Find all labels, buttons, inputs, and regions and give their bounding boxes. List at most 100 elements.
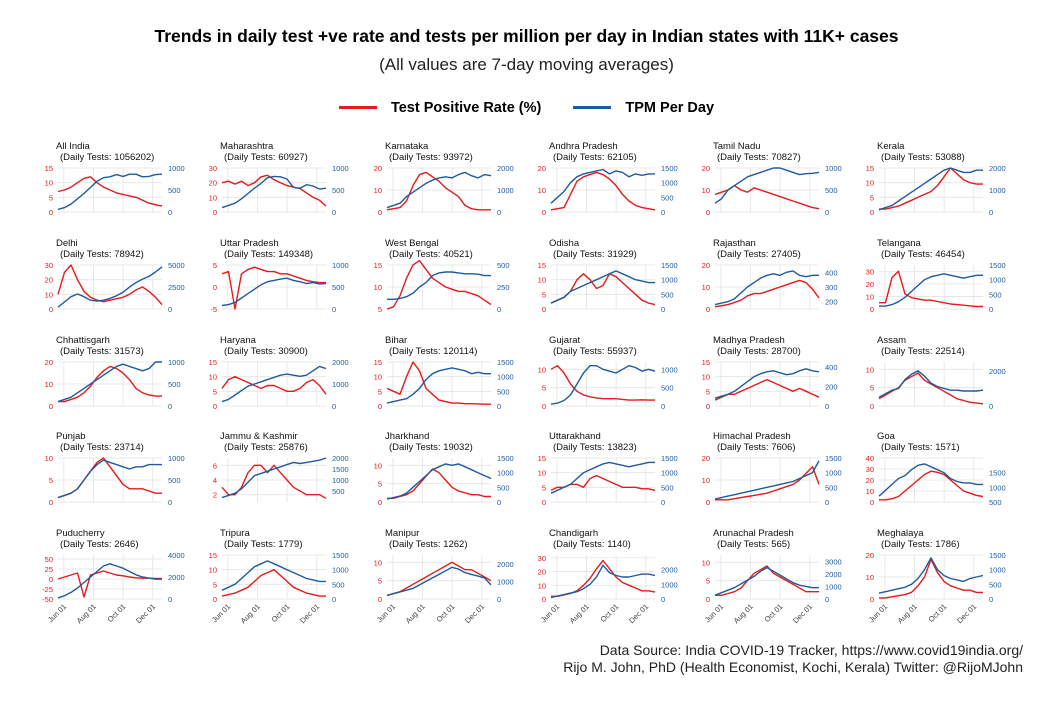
y-tick-label-left: 20	[702, 454, 710, 463]
y-tick-label-left: 10	[374, 558, 382, 567]
tpm-line	[386, 367, 491, 404]
y-tick-label-right: 0	[168, 305, 172, 314]
panel-tests-label: (Daily Tests: 70827)	[717, 152, 801, 163]
y-tick-label-right: 1500	[497, 358, 514, 367]
y-tick-label-left: 5	[213, 580, 217, 589]
y-tick-label-right: 3000	[825, 557, 842, 566]
y-tick-label-right: 1000	[989, 186, 1006, 195]
y-tick-label-left: 5	[870, 193, 874, 202]
y-tick-label-left: 40	[866, 454, 874, 463]
tpr-line	[715, 565, 819, 596]
y-tick-label-right: 500	[661, 290, 674, 299]
y-tick-label-right: 0	[168, 595, 172, 604]
panel-tests-label: (Daily Tests: 120114)	[389, 346, 477, 357]
y-tick-label-right: 1000	[661, 469, 678, 478]
y-tick-label-left: 0	[706, 208, 710, 217]
x-tick-label: Jun 01	[375, 602, 397, 624]
y-tick-label-right: 0	[661, 402, 665, 411]
y-tick-label-right: 500	[825, 483, 838, 492]
y-tick-label-left: 0	[706, 305, 710, 314]
panel-tests-label: (Daily Tests: 31573)	[60, 346, 144, 357]
panel-title: Punjab	[56, 431, 86, 442]
y-tick-label-right: 0	[825, 402, 829, 411]
y-tick-label-left: 20	[866, 476, 874, 485]
panel-tests-label: (Daily Tests: 31929)	[553, 249, 637, 260]
tpm-line	[878, 557, 984, 594]
panel-title: Chandigarh	[549, 528, 598, 539]
panel-title: Himachal Pradesh	[713, 431, 791, 442]
y-tick-label-left: 10	[209, 373, 217, 382]
y-tick-label-left: 10	[866, 179, 874, 188]
panel-tests-label: (Daily Tests: 46454)	[881, 249, 965, 260]
panel-himachal-pradesh: Himachal Pradesh(Daily Tests: 7606) 0 10 20…	[702, 431, 842, 507]
panel-telangana: Telangana(Daily Tests: 46454) 0 10 20 30 0 500…	[866, 238, 1006, 314]
y-tick-label-right: 0	[661, 305, 665, 314]
panel-tests-label: (Daily Tests: 60927)	[224, 152, 308, 163]
y-tick-label-left: 15	[45, 164, 53, 173]
y-tick-label-right: 200	[825, 382, 838, 391]
panel-goa: Goa(Daily Tests: 1571) 0 10 20 30 40 500 1000 15…	[866, 431, 1006, 507]
tpm-line	[714, 368, 820, 399]
y-tick-label-left: 0	[213, 402, 217, 411]
y-tick-label-left: 15	[866, 164, 874, 173]
y-tick-label-left: 10	[866, 487, 874, 496]
panel-meghalaya: Meghalaya(Daily Tests: 1786) 0 10 20 0 500 100…	[866, 528, 1006, 625]
y-tick-label-left: 5	[378, 305, 382, 314]
panel-chandigarh: Chandigarh(Daily Tests: 1140) 0 10 20 30 0 100…	[538, 528, 678, 625]
panel-title: Uttar Pradesh	[220, 238, 279, 249]
y-tick-label-left: 4	[213, 476, 217, 485]
panel-tests-label: (Daily Tests: 565)	[717, 539, 790, 550]
y-tick-label-right: 500	[332, 487, 345, 496]
y-tick-label-right: 0	[497, 498, 501, 507]
y-tick-label-right: 1000	[661, 276, 678, 285]
tpm-line	[57, 563, 162, 599]
tpr-line	[221, 464, 327, 499]
panel-title: Telangana	[877, 238, 922, 249]
tpr-line	[714, 378, 820, 401]
y-tick-label-left: 0	[706, 402, 710, 411]
tpr-line	[386, 171, 491, 211]
x-tick-label: Oct 01	[763, 602, 785, 624]
tpm-line	[550, 168, 655, 204]
y-tick-label-left: 20	[45, 276, 53, 285]
panel-tests-label: (Daily Tests: 93972)	[389, 152, 473, 163]
y-tick-label-right: 400	[825, 268, 838, 277]
x-tick-label: Aug 01	[239, 602, 262, 625]
tpm-line	[714, 270, 819, 306]
panel-tests-label: (Daily Tests: 55937)	[553, 346, 637, 357]
tpm-line	[550, 270, 655, 304]
tpm-line	[57, 173, 163, 211]
panel-jharkhand: Jharkhand(Daily Tests: 19032) 0 5 10 0 500 100…	[374, 431, 514, 507]
panel-tests-label: (Daily Tests: 53088)	[881, 152, 965, 163]
y-tick-label-left: 0	[49, 498, 53, 507]
y-tick-label-right: 2500	[168, 283, 185, 292]
panel-title: Puducherry	[56, 528, 105, 539]
panel-tests-label: (Daily Tests: 1571)	[881, 442, 960, 453]
panel-title: Uttarakhand	[549, 431, 601, 442]
y-tick-label-right: 500	[497, 387, 510, 396]
y-tick-label-right: 1000	[332, 380, 349, 389]
y-tick-label-left: 10	[538, 581, 546, 590]
y-tick-label-right: 1000	[332, 566, 349, 575]
x-tick-label: Dec 01	[298, 602, 321, 625]
y-tick-label-left: -25	[42, 585, 53, 594]
tpm-line	[57, 266, 163, 308]
panel-odisha: Odisha(Daily Tests: 31929) 0 5 10 15 0 500 1000…	[538, 238, 678, 314]
x-tick-label: Dec 01	[134, 602, 157, 625]
y-tick-label-left: 5	[542, 384, 546, 393]
y-tick-label-left: 20	[702, 164, 710, 173]
tpr-line	[57, 570, 163, 598]
y-tick-label-right: 500	[168, 476, 181, 485]
y-tick-label-right: 500	[989, 498, 1002, 507]
y-tick-label-left: 10	[45, 290, 53, 299]
panel-title: Odisha	[549, 238, 580, 249]
y-tick-label-right: 2000	[168, 573, 185, 582]
legend-label-tpr: Test Positive Rate (%)	[390, 99, 542, 116]
y-tick-label-left: 5	[378, 480, 382, 489]
panel-karnataka: Karnataka(Daily Tests: 93972) 0 10 20 0 1000 2…	[374, 141, 514, 217]
y-tick-label-right: 0	[168, 402, 172, 411]
tpm-line	[386, 566, 492, 597]
panel-title: Bihar	[385, 335, 407, 346]
panel-title: Tripura	[220, 528, 250, 539]
panel-jammu-kashmir: Jammu & Kashmir(Daily Tests: 25876) 2 4 6 50…	[213, 431, 349, 502]
